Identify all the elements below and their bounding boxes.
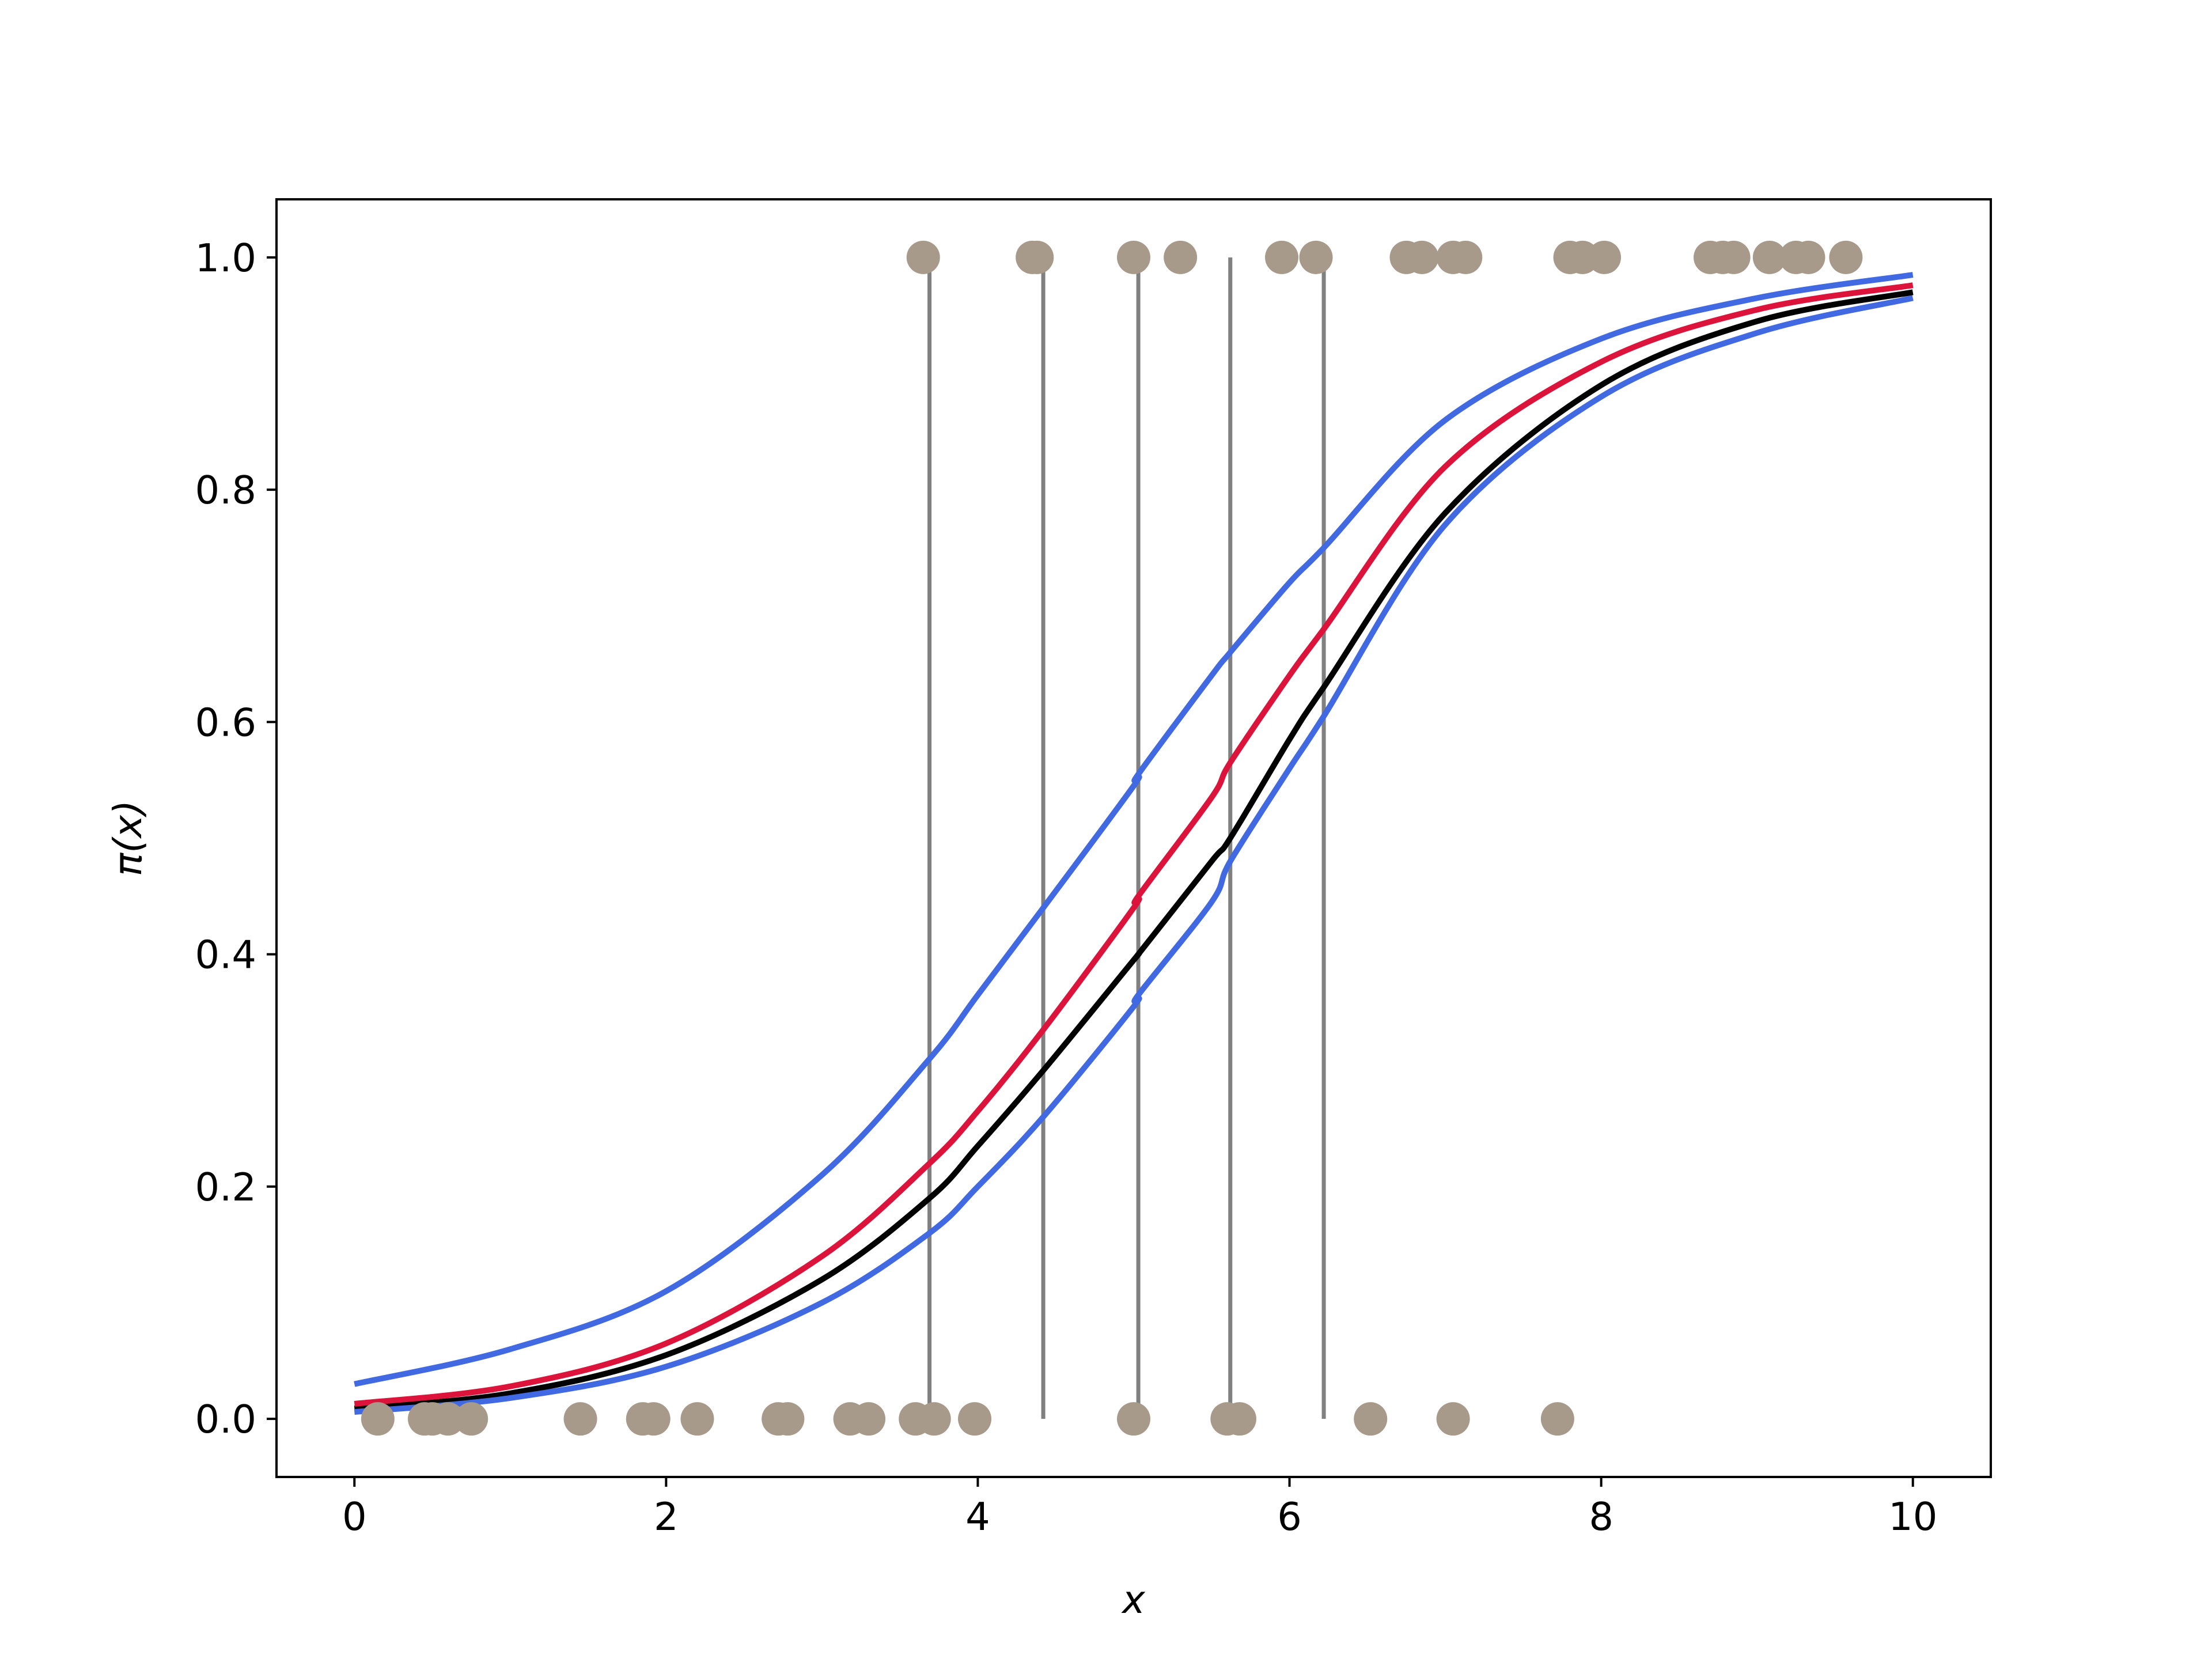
curves-layer xyxy=(354,272,1914,1415)
scatter-point-7 xyxy=(637,1402,671,1436)
x-tick-label-4: 8 xyxy=(1589,1494,1613,1539)
scatter-point-41 xyxy=(1791,240,1825,274)
scatter-point-20 xyxy=(1436,1402,1470,1436)
scatter-point-38 xyxy=(1717,240,1751,274)
curve-line-1 xyxy=(354,282,1914,1407)
curve-line-0 xyxy=(354,289,1914,1411)
scatter-point-32 xyxy=(1449,240,1483,274)
scatter-layer xyxy=(361,240,1863,1436)
y-ticks: 0.0 0.2 0.4 0.6 0.8 1.0 xyxy=(195,236,276,1442)
scatter-point-0 xyxy=(361,1402,395,1436)
axes-frame xyxy=(275,198,1992,1478)
y-tick-label-1: 0.2 xyxy=(195,1165,256,1210)
scatter-point-22 xyxy=(906,240,940,274)
scatter-point-39 xyxy=(1752,240,1786,274)
scatter-point-15 xyxy=(958,1402,992,1436)
scatter-point-16 xyxy=(1117,1402,1150,1436)
y-axis-label: π(x) xyxy=(105,800,150,876)
scatter-point-14 xyxy=(917,1402,951,1436)
scatter-point-42 xyxy=(1829,240,1863,274)
scatter-point-5 xyxy=(563,1402,597,1436)
scatter-point-18 xyxy=(1222,1402,1256,1436)
y-tick-label-5: 1.0 xyxy=(195,236,256,281)
curve-line-2 xyxy=(354,272,1914,1387)
scatter-point-8 xyxy=(680,1402,714,1436)
y-tick-label-3: 0.6 xyxy=(195,700,256,745)
y-tick-label-0: 0.0 xyxy=(195,1397,256,1442)
scatter-point-19 xyxy=(1354,1402,1388,1436)
x-tick-label-3: 6 xyxy=(1277,1494,1302,1539)
curve-line-3 xyxy=(354,295,1914,1415)
scatter-point-12 xyxy=(852,1402,886,1436)
scatter-point-21 xyxy=(1540,1402,1574,1436)
scatter-point-4 xyxy=(454,1402,488,1436)
vlines-layer xyxy=(927,257,1326,1419)
scatter-point-10 xyxy=(771,1402,805,1436)
scatter-point-25 xyxy=(1117,240,1150,274)
y-tick-label-2: 0.4 xyxy=(195,933,256,978)
plot-area xyxy=(354,240,1914,1436)
scatter-point-28 xyxy=(1299,240,1333,274)
x-tick-label-5: 10 xyxy=(1888,1494,1937,1539)
x-tick-label-1: 2 xyxy=(654,1494,679,1539)
x-tick-label-0: 0 xyxy=(342,1494,367,1539)
scatter-point-26 xyxy=(1164,240,1198,274)
x-ticks: 0 2 4 6 8 10 xyxy=(342,1477,1937,1539)
scatter-point-30 xyxy=(1405,240,1439,274)
scatter-point-27 xyxy=(1265,240,1299,274)
scatter-point-3 xyxy=(431,1402,465,1436)
x-tick-label-2: 4 xyxy=(965,1494,990,1539)
scatter-point-24 xyxy=(1020,240,1054,274)
scatter-point-35 xyxy=(1588,240,1622,274)
y-tick-label-4: 0.8 xyxy=(195,468,256,513)
x-axis-label: x xyxy=(1121,1577,1146,1622)
